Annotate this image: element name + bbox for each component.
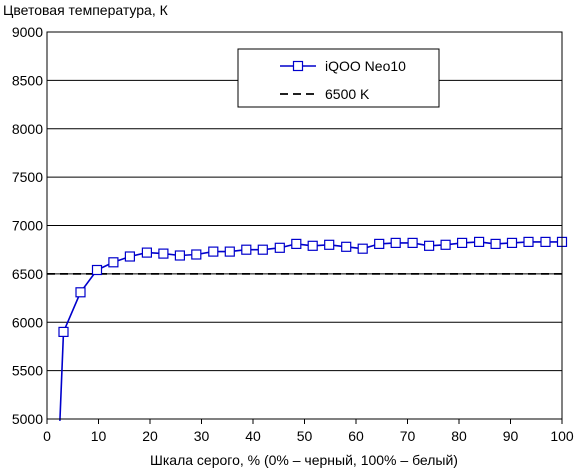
legend: iQOO Neo10 6500 K [237,48,440,108]
plot-frame [46,31,563,420]
y-tick-label: 5500 [12,363,43,379]
y-tick-label: 9000 [12,24,43,40]
series-point [224,246,235,257]
x-axis-label: Шкала серого, % (0% – черный, 100% – бел… [150,452,458,468]
series-point [424,240,435,251]
y-tick-label: 8000 [12,121,43,137]
legend-series-label: iQOO Neo10 [325,58,406,74]
x-tick-label: 90 [503,428,519,444]
x-tick-label: 70 [400,428,416,444]
series-point [158,248,169,259]
series-point [490,238,501,249]
series-point [208,246,219,257]
series-point [523,236,534,247]
series-point [374,238,385,249]
series-point [108,257,119,268]
x-tick-label: 50 [297,428,313,444]
series-point [58,326,69,337]
legend-reference-label: 6500 K [325,86,370,102]
x-tick-labels: 0 10 20 30 40 50 60 70 80 90 100 [43,419,574,444]
y-tick-labels: 5000 5500 6000 6500 7000 7500 8000 8500 9000 [12,24,43,427]
series-point [307,240,318,251]
series-point [474,236,485,247]
series-point [124,251,136,262]
series-point [191,249,202,260]
y-tick-label: 6500 [12,266,43,282]
x-tick-label: 30 [194,428,210,444]
chart-title: Цветовая температура, К [3,2,169,18]
y-tick-label: 8500 [12,72,43,88]
x-tick-label: 0 [43,428,51,444]
series-point [506,237,518,248]
x-tick-label: 20 [142,428,158,444]
series-point [241,244,252,255]
series-point [357,243,368,254]
series-point [407,237,418,248]
series-point [341,241,352,252]
series-point [75,287,86,298]
series-point [291,238,302,249]
series-point [141,247,152,258]
series-point [91,264,103,276]
y-tick-label: 6000 [12,314,43,330]
series-point [174,250,185,261]
series-point [540,236,551,247]
series-point [257,244,268,255]
y-tick-label: 5000 [12,411,43,427]
legend-box [237,48,440,108]
x-tick-label: 60 [348,428,364,444]
x-tick-label: 10 [91,428,107,444]
y-tick-label: 7000 [12,218,43,234]
legend-series-marker [292,60,304,72]
x-tick-label: 40 [245,428,261,444]
series-point [324,239,335,250]
y-tick-label: 7500 [12,169,43,185]
x-tick-label: 100 [550,428,574,444]
series-point [440,239,451,250]
series-point [274,242,285,253]
x-tick-label: 80 [451,428,467,444]
series-point [390,237,401,248]
series-point [457,237,468,248]
